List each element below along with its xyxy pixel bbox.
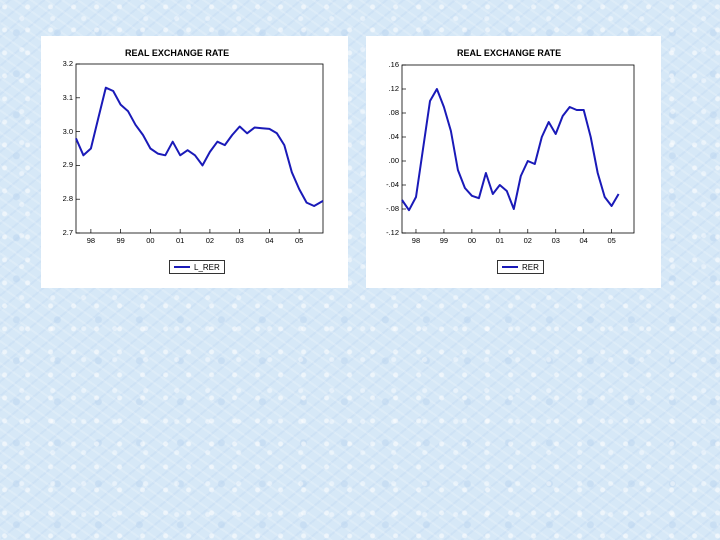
y-tick-label: 3.1 xyxy=(62,92,73,102)
x-tick-label: 04 xyxy=(579,236,588,245)
x-tick-label: 05 xyxy=(607,236,616,245)
chart-left-legend: L_RER xyxy=(169,260,225,274)
y-tick-label: .16 xyxy=(388,60,399,69)
x-tick-label: 99 xyxy=(116,236,125,245)
series-line-rer xyxy=(401,88,620,212)
x-tick-label: 01 xyxy=(495,236,504,245)
legend-label-rer: RER xyxy=(522,262,539,272)
y-tick-label: 3.2 xyxy=(62,59,73,68)
y-tick-label: -.08 xyxy=(386,204,399,213)
chart-right-svg xyxy=(401,64,635,234)
x-tick-label: 02 xyxy=(205,236,215,245)
chart-left-svg xyxy=(75,63,324,234)
y-tick-label: 3.0 xyxy=(62,126,73,136)
series-line-l-rer xyxy=(75,86,324,207)
x-tick-label: 98 xyxy=(411,236,421,245)
y-tick-label: -.12 xyxy=(386,228,399,237)
x-tick-label: 03 xyxy=(235,236,244,245)
y-tick-label: -.04 xyxy=(386,180,399,189)
x-tick-label: 02 xyxy=(523,236,532,245)
x-tick-label: 03 xyxy=(551,236,560,245)
x-tick-label: 05 xyxy=(295,236,304,245)
y-tick-label: .00 xyxy=(388,156,399,165)
chart-panel-right: REAL EXCHANGE RATE RER .16 .12 .08 .04 .00 -.… xyxy=(366,36,661,288)
x-tick-label: 04 xyxy=(265,236,274,245)
plot-frame xyxy=(75,63,324,234)
legend-swatch xyxy=(174,266,190,268)
chart-right-title: REAL EXCHANGE RATE xyxy=(457,48,562,58)
chart-panel-left: REAL EXCHANGE RATE L_RER 3.2 3.1 3.0 2.9 2.8… xyxy=(41,36,348,288)
chart-right-legend: RER xyxy=(497,260,544,274)
plot-frame xyxy=(401,64,635,234)
x-tick-label: 01 xyxy=(175,236,185,245)
x-tick-label: 00 xyxy=(467,236,477,245)
y-tick-label: 2.7 xyxy=(62,228,73,237)
y-tick-label: .12 xyxy=(388,84,399,93)
chart-left-title: REAL EXCHANGE RATE xyxy=(125,48,230,58)
y-tick-label: .08 xyxy=(388,108,399,117)
legend-swatch xyxy=(502,266,518,268)
y-tick-label: 2.8 xyxy=(62,194,73,204)
x-tick-label: 00 xyxy=(146,236,155,245)
x-tick-label: 99 xyxy=(439,236,449,245)
x-tick-label: 98 xyxy=(86,236,96,245)
legend-label-l-rer: L_RER xyxy=(194,262,220,272)
y-tick-label: .04 xyxy=(388,132,399,141)
y-tick-label: 2.9 xyxy=(62,160,73,170)
